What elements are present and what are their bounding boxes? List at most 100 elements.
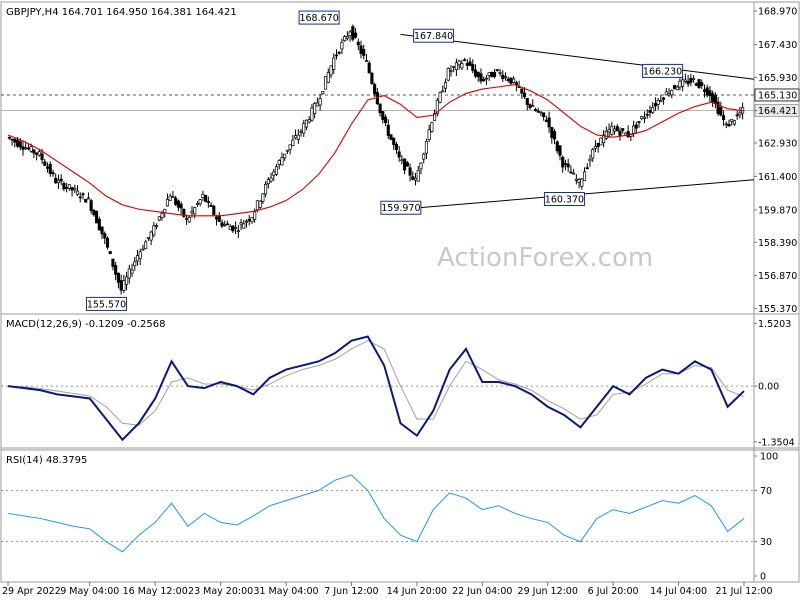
candle-body — [234, 227, 238, 229]
candle-body — [528, 104, 532, 109]
annotation-box — [85, 296, 127, 311]
candle-body — [179, 203, 183, 209]
panel-frame-2 — [0, 447, 800, 583]
x-tick-label: 23 May 20:00 — [188, 586, 253, 597]
candle-body — [184, 218, 189, 220]
candle-body — [231, 225, 235, 232]
price-tick-label: 164.421 — [758, 106, 797, 117]
candle-body — [465, 63, 469, 66]
candle-body — [354, 32, 358, 38]
candle-body — [463, 59, 467, 62]
candle-body — [21, 146, 25, 150]
macd-tick-label: 1.5203 — [758, 319, 791, 330]
candle-body — [607, 129, 611, 133]
candle-body — [713, 94, 717, 104]
candle-body — [593, 146, 597, 149]
candle-body — [692, 77, 696, 80]
level-tag-label: 165.130 — [758, 90, 797, 101]
candle-body — [182, 208, 186, 217]
candle-body — [135, 255, 140, 262]
price-tick-label: 156.870 — [758, 271, 797, 282]
candle-body — [149, 231, 153, 241]
candle-body — [359, 45, 363, 54]
candle-body — [550, 127, 554, 138]
candle-body — [672, 85, 677, 89]
candle-body — [236, 230, 240, 232]
candle-body — [563, 163, 568, 165]
candle-body — [174, 197, 178, 205]
candle-body — [277, 160, 281, 165]
candle-body — [133, 261, 137, 267]
candle-body — [664, 91, 668, 96]
candle-body — [460, 63, 464, 69]
candle-body — [381, 111, 385, 120]
candle-body — [730, 118, 734, 122]
candle-body — [419, 162, 423, 170]
candle-body — [383, 116, 388, 124]
candle-body — [558, 145, 562, 156]
annotation-label: 160.370 — [545, 194, 584, 205]
candle-body — [56, 179, 60, 183]
candle-body — [403, 158, 407, 171]
candle-body — [264, 183, 268, 195]
candle-body — [84, 199, 88, 203]
candle-body — [585, 167, 589, 170]
candle-body — [127, 268, 131, 279]
candle-body — [255, 200, 259, 211]
candle-body — [612, 128, 617, 132]
candle-body — [405, 162, 409, 167]
candle-body — [378, 103, 382, 114]
candle-body — [397, 151, 401, 158]
candle-body — [67, 184, 71, 189]
candle-body — [321, 91, 325, 95]
candle-body — [577, 179, 581, 183]
candle-body — [73, 188, 77, 191]
candle-body — [266, 179, 270, 185]
candle-body — [356, 41, 360, 46]
candle-body — [318, 98, 322, 106]
candle-body — [209, 204, 213, 207]
candle-body — [75, 190, 80, 195]
candle-body — [155, 225, 159, 227]
annotation-label: 166.230 — [643, 66, 682, 77]
candle-body — [119, 280, 123, 291]
candle-body — [242, 223, 246, 229]
candle-body — [544, 119, 548, 122]
candle-body — [225, 223, 229, 226]
candle-body — [724, 123, 728, 126]
candle-body — [662, 97, 666, 100]
trendline-upper — [400, 33, 755, 80]
macd-panel — [7, 335, 745, 442]
annotation-box — [413, 28, 455, 43]
candle-body — [411, 176, 415, 180]
candle-body — [345, 35, 349, 39]
candle-body — [43, 161, 47, 166]
candle-body — [689, 77, 693, 83]
candle-body — [468, 61, 472, 66]
candle-body — [220, 222, 224, 227]
rsi-tick-label: 0 — [760, 572, 766, 583]
rsi-panel — [7, 474, 745, 553]
candle-body — [111, 258, 115, 267]
candle-body — [212, 205, 216, 216]
candle-body — [294, 135, 298, 139]
candle-body — [667, 93, 671, 96]
candle-body — [157, 216, 161, 221]
candle-body — [580, 178, 584, 187]
candle-body — [324, 76, 328, 90]
candle-body — [250, 217, 254, 223]
candle-body — [160, 213, 164, 218]
candle-body — [719, 107, 723, 116]
candle-body — [285, 149, 289, 152]
macd-header: MACD(12,26,9) -0.1209 -0.2568 — [6, 319, 166, 330]
candle-body — [272, 171, 276, 176]
watermark: ActionForex.com — [437, 243, 653, 273]
candle-body — [193, 207, 197, 215]
candle-body — [552, 131, 557, 140]
macd-tick-label: 0.00 — [758, 382, 779, 393]
candle-body — [653, 103, 657, 107]
candle-body — [476, 71, 480, 78]
candle-body — [326, 72, 330, 83]
